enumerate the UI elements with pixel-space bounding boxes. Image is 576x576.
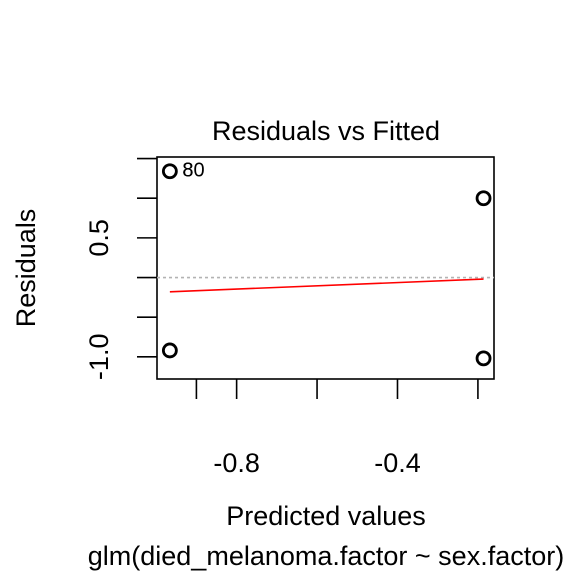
- x-axis: -0.8 -0.4: [195, 379, 479, 478]
- y-tick-label: 0.5: [84, 219, 114, 257]
- plot-title: Residuals vs Fitted: [212, 116, 440, 146]
- y-axis: 0.5 -1.0: [84, 157, 157, 381]
- residual-point: [475, 190, 492, 207]
- x-axis-label: Predicted values: [226, 501, 426, 531]
- model-caption: glm(died_melanoma.factor ~ sex.factor): [88, 541, 564, 571]
- residual-point: [161, 342, 178, 359]
- plot-frame: [156, 156, 495, 380]
- residual-point: [161, 163, 178, 180]
- x-tick-label: -0.8: [213, 448, 260, 478]
- y-axis-label: Residuals: [11, 209, 41, 328]
- point-label: 80: [182, 160, 204, 182]
- point-label: 8: [182, 160, 193, 182]
- smooth-layer: [169, 278, 484, 293]
- points-layer: 808: [161, 160, 492, 367]
- residual-point: [475, 350, 492, 367]
- y-tick-label: -1.0: [84, 334, 114, 381]
- smooth-trend-line: [169, 278, 484, 293]
- x-tick-label: -0.4: [374, 448, 421, 478]
